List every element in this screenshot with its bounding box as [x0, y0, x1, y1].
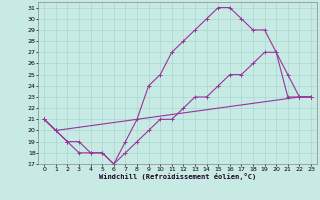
X-axis label: Windchill (Refroidissement éolien,°C): Windchill (Refroidissement éolien,°C) [99, 173, 256, 180]
